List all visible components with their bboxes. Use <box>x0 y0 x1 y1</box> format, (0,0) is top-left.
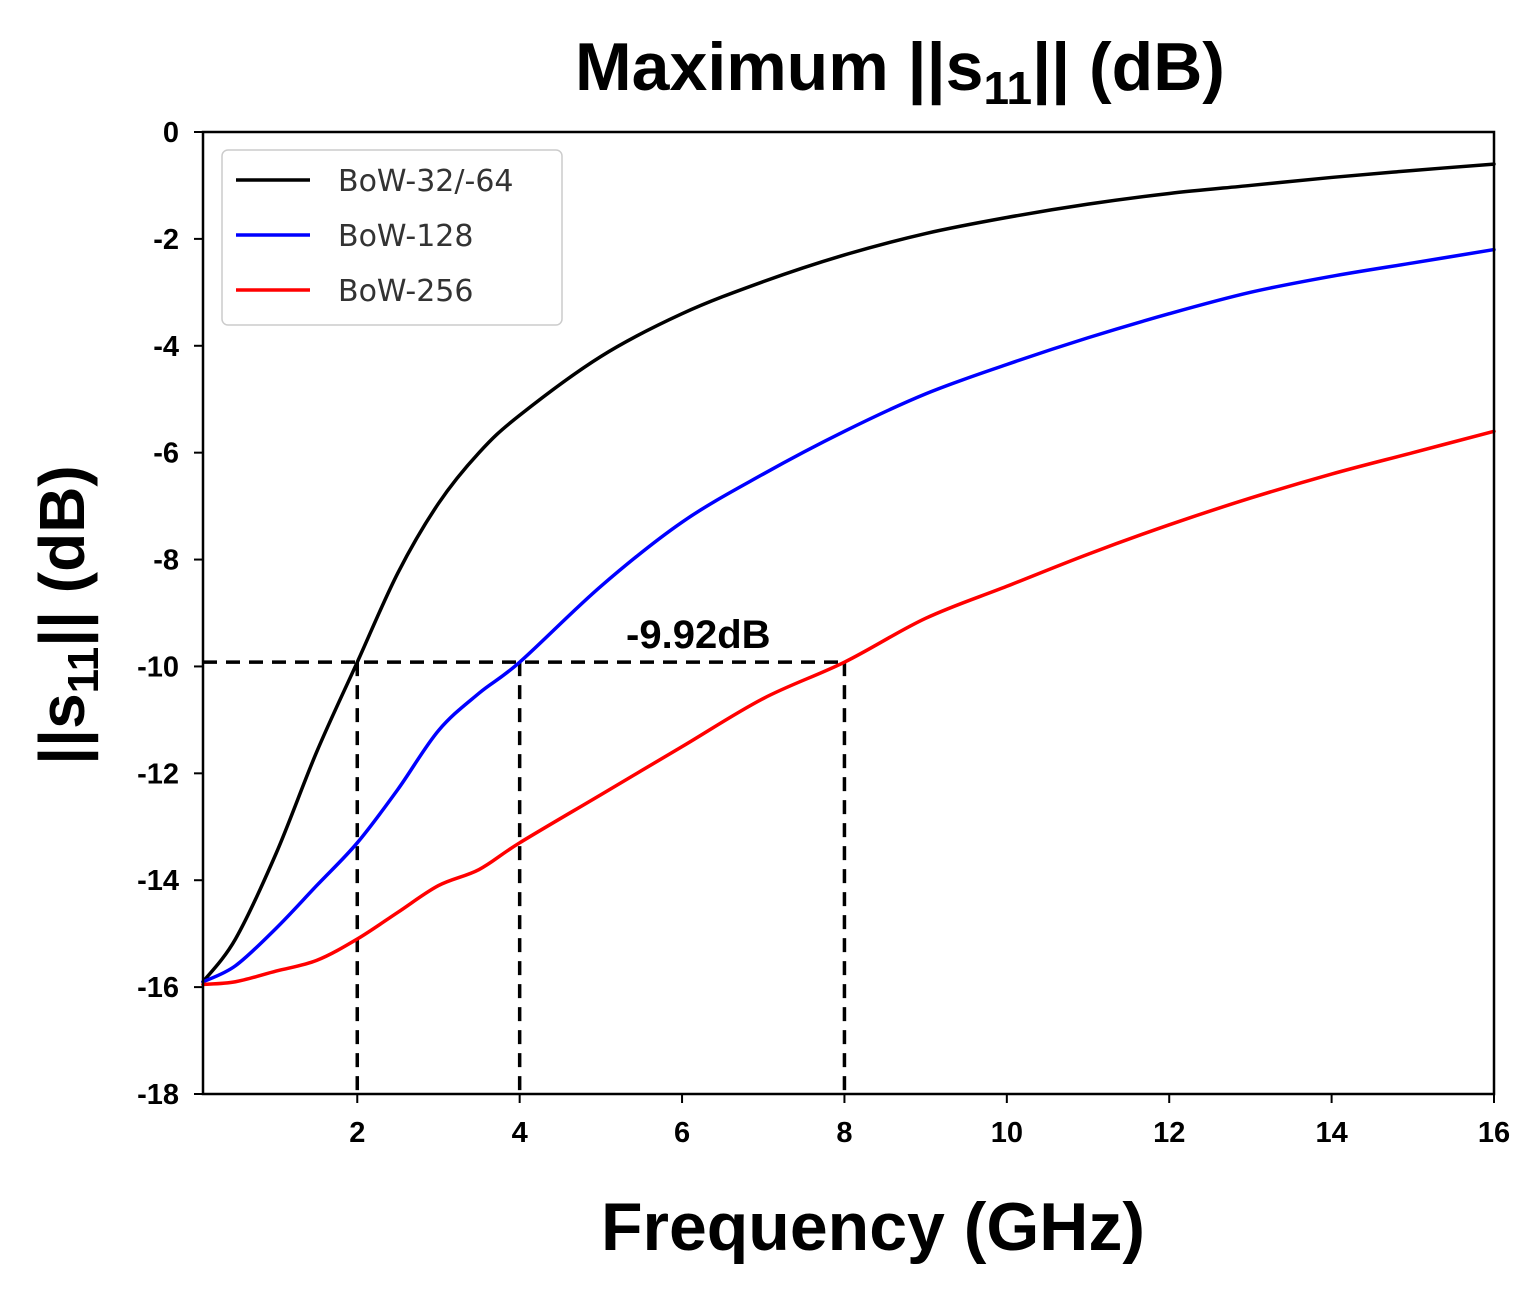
y-axis-label: ||s11|| (dB) <box>26 465 108 764</box>
y-tick-label: -8 <box>153 545 179 577</box>
annotation-label: -9.92dB <box>626 613 771 657</box>
series-line-3 <box>201 429 1496 987</box>
chart-title-suffix: || (dB) <box>1032 29 1225 106</box>
y-axis-label-main: ||s <box>26 693 99 764</box>
y-tick-label: -4 <box>153 331 179 363</box>
reference-lines <box>203 660 847 1094</box>
x-tick-label: 2 <box>349 1117 365 1149</box>
y-axis-label-subscript: 11 <box>59 647 108 694</box>
chart-title-subscript: 11 <box>983 62 1032 114</box>
y-tick-label: -16 <box>137 972 179 1004</box>
legend: BoW-32/-64 BoW-128 BoW-256 <box>221 149 563 326</box>
y-tick-label: -6 <box>153 438 179 470</box>
x-tick-label: 14 <box>1315 1117 1347 1149</box>
plot-frame <box>201 130 1496 1096</box>
legend-label: BoW-32/-64 <box>338 164 514 199</box>
y-tick-label: -18 <box>137 1079 179 1111</box>
y-axis-label-suffix: || (dB) <box>26 465 99 647</box>
x-tick-label: 12 <box>1153 1117 1185 1149</box>
x-axis-label: Frequency (GHz) <box>601 1189 1145 1265</box>
series-line-2 <box>201 247 1496 984</box>
x-tick-label: 10 <box>991 1117 1023 1149</box>
y-tick-label: -2 <box>153 224 179 256</box>
x-tick-label: 6 <box>674 1117 690 1149</box>
y-tick-label: -10 <box>137 651 179 683</box>
x-tick-label: 8 <box>836 1117 852 1149</box>
axis-ticks: 2 4 6 8 10 12 14 16 0 -2 -4 -6 -8 -10 -12 -14 -16 -18 <box>137 117 1510 1149</box>
chart-title-main: Maximum ||s <box>575 29 983 106</box>
y-tick-label: -12 <box>137 758 179 790</box>
legend-label: BoW-256 <box>338 274 473 309</box>
x-tick-label: 16 <box>1478 1117 1510 1149</box>
x-tick-label: 4 <box>512 1117 528 1149</box>
series-lines <box>201 162 1496 987</box>
legend-label: BoW-128 <box>338 219 473 254</box>
y-tick-label: -14 <box>137 865 179 897</box>
y-tick-label: 0 <box>163 117 179 149</box>
legend-box <box>221 149 563 326</box>
chart-title: Maximum ||s11|| (dB) <box>575 29 1225 114</box>
series-line-1 <box>201 162 1496 984</box>
